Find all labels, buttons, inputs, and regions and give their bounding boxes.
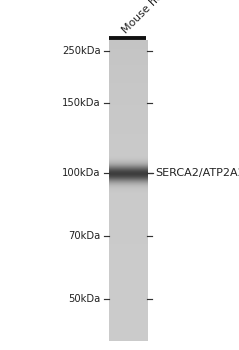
Text: 150kDa: 150kDa [62, 98, 100, 108]
Text: 70kDa: 70kDa [68, 231, 100, 241]
Text: 100kDa: 100kDa [62, 168, 100, 178]
Text: Mouse heart: Mouse heart [121, 0, 176, 35]
Text: 50kDa: 50kDa [68, 294, 100, 304]
Text: 250kDa: 250kDa [62, 46, 100, 56]
Text: SERCA2/ATP2A2: SERCA2/ATP2A2 [155, 168, 239, 178]
